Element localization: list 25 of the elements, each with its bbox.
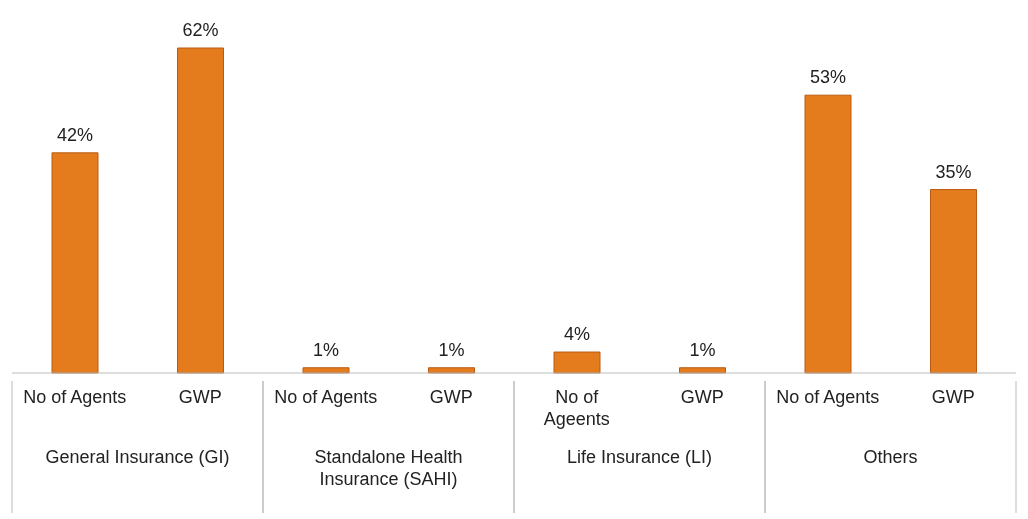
data-label: 53%: [809, 67, 847, 88]
x-tick-label: GWP: [429, 387, 473, 407]
data-label: 4%: [563, 324, 591, 345]
bar: [804, 94, 852, 374]
data-label: 42%: [56, 124, 94, 145]
data-label: 35%: [935, 161, 972, 182]
x-tick-label: No of Agents: [23, 387, 127, 407]
bar: [930, 189, 977, 374]
text: General Insurance (GI): [45, 447, 230, 467]
data-label: 1%: [689, 339, 716, 360]
bar: [51, 152, 99, 374]
data-label: 62%: [182, 20, 219, 40]
x-tick-label: No of Agents: [776, 387, 880, 407]
text: Standalone Health Insurance (SAHI): [314, 447, 463, 489]
data-label: 1%: [438, 339, 465, 360]
data-label: 1%: [312, 339, 340, 360]
x-tick-label: GWP: [680, 387, 724, 407]
x-tick-label: GWP: [931, 387, 975, 407]
x-tick-label: GWP: [178, 387, 222, 407]
bar: [177, 47, 224, 374]
x-tick-label: No of Agents: [274, 387, 378, 407]
x-tick-label: No of Ageents: [543, 387, 610, 429]
text: Others: [863, 447, 918, 467]
text: Life Insurance (LI): [566, 447, 713, 467]
bar: [553, 351, 601, 374]
